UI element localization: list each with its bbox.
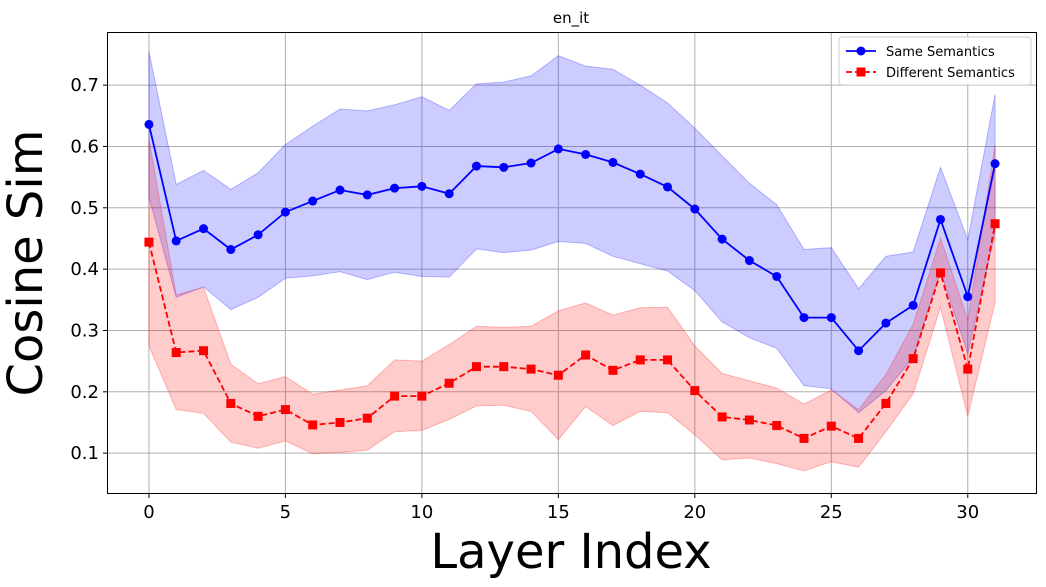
y-tick-label: 0.2 <box>70 382 99 403</box>
data-point-different-semantics <box>608 365 618 375</box>
data-point-different-semantics <box>335 417 345 427</box>
data-point-different-semantics <box>280 405 290 415</box>
data-point-different-semantics <box>717 412 727 422</box>
line-different-semantics <box>148 223 996 440</box>
data-point-different-semantics <box>690 386 700 396</box>
y-tick-label: 0.1 <box>70 443 99 464</box>
data-point-different-semantics <box>253 411 263 421</box>
data-point-different-semantics <box>526 364 536 374</box>
legend: Same Semantics Different Semantics <box>838 36 1032 86</box>
x-axis-title: Layer Index <box>430 524 711 580</box>
data-point-different-semantics <box>663 355 673 365</box>
data-point-same-semantics <box>253 230 263 240</box>
y-tick-label: 0.3 <box>70 320 99 341</box>
data-point-same-semantics <box>390 183 400 193</box>
legend-label-different-semantics: Different Semantics <box>886 66 1015 81</box>
data-point-same-semantics <box>526 158 536 168</box>
data-point-same-semantics <box>772 271 782 281</box>
data-point-same-semantics <box>908 300 918 310</box>
axis-ticks: 0 5 10 15 20 25 30 0.1 0.2 0.3 0.4 0.5 0.6 0.7 <box>70 75 979 523</box>
data-point-same-semantics <box>335 185 345 195</box>
data-point-same-semantics <box>226 245 236 255</box>
data-point-same-semantics <box>854 346 864 356</box>
y-tick-label: 0.5 <box>70 198 99 219</box>
data-point-different-semantics <box>308 420 318 430</box>
data-point-same-semantics <box>608 157 618 167</box>
data-point-different-semantics <box>144 237 154 247</box>
data-point-same-semantics <box>690 204 700 214</box>
data-point-different-semantics <box>362 413 372 423</box>
data-point-different-semantics <box>171 348 181 358</box>
data-point-different-semantics <box>826 421 836 431</box>
data-point-different-semantics <box>499 362 509 372</box>
data-point-same-semantics <box>171 236 181 246</box>
data-point-same-semantics <box>635 169 645 179</box>
data-point-same-semantics <box>308 196 318 206</box>
data-point-same-semantics <box>362 190 372 200</box>
data-point-different-semantics <box>390 391 400 401</box>
data-point-different-semantics <box>744 415 754 425</box>
band-different-semantics <box>148 139 996 472</box>
band-same-semantics <box>148 51 996 414</box>
y-tick-label: 0.7 <box>70 75 99 96</box>
legend-label-same-semantics: Same Semantics <box>886 45 995 60</box>
data-point-different-semantics <box>553 370 563 380</box>
data-point-different-semantics <box>226 398 236 408</box>
data-point-same-semantics <box>444 189 454 199</box>
x-tick-label: 10 <box>410 502 433 523</box>
line-same-semantics <box>148 124 996 353</box>
data-point-same-semantics <box>144 119 154 129</box>
data-point-different-semantics <box>908 354 918 364</box>
grid <box>108 33 1036 493</box>
data-point-different-semantics <box>881 398 891 408</box>
data-point-same-semantics <box>881 318 891 328</box>
series-lines <box>148 124 996 440</box>
legend-marker-different-semantics <box>856 67 866 77</box>
data-point-different-semantics <box>199 346 209 356</box>
x-tick-label: 25 <box>820 502 843 523</box>
data-point-different-semantics <box>417 391 427 401</box>
data-point-same-semantics <box>963 292 973 302</box>
data-point-same-semantics <box>417 181 427 191</box>
data-point-same-semantics <box>499 162 509 172</box>
x-tick-label: 15 <box>547 502 570 523</box>
data-point-different-semantics <box>963 364 973 374</box>
data-point-different-semantics <box>854 433 864 443</box>
data-point-different-semantics <box>772 421 782 431</box>
data-point-same-semantics <box>935 214 945 224</box>
data-point-different-semantics <box>471 362 481 372</box>
data-point-same-semantics <box>553 144 563 154</box>
data-point-same-semantics <box>744 256 754 266</box>
x-tick-label: 5 <box>280 502 291 523</box>
plot-frame <box>107 32 1037 494</box>
data-point-different-semantics <box>444 378 454 388</box>
confidence-bands <box>148 51 996 472</box>
data-point-same-semantics <box>717 234 727 244</box>
x-tick-label: 20 <box>683 502 706 523</box>
y-tick-label: 0.6 <box>70 136 99 157</box>
data-point-same-semantics <box>581 149 591 159</box>
chart-title: en_it <box>553 9 589 28</box>
legend-marker-same-semantics <box>856 46 866 56</box>
data-point-different-semantics <box>635 355 645 365</box>
data-point-same-semantics <box>799 313 809 323</box>
data-point-same-semantics <box>990 159 1000 169</box>
data-point-different-semantics <box>935 268 945 278</box>
data-point-same-semantics <box>471 161 481 171</box>
data-point-same-semantics <box>280 207 290 217</box>
x-tick-label: 0 <box>143 502 154 523</box>
data-point-same-semantics <box>199 224 209 234</box>
series-markers <box>144 119 1000 443</box>
x-tick-label: 30 <box>956 502 979 523</box>
data-point-same-semantics <box>663 182 673 192</box>
legend-box <box>838 36 1032 86</box>
data-point-different-semantics <box>581 350 591 360</box>
data-point-same-semantics <box>826 313 836 323</box>
data-point-different-semantics <box>990 219 1000 229</box>
y-axis-title: Cosine Sim <box>0 130 54 397</box>
data-point-different-semantics <box>799 433 809 443</box>
y-tick-label: 0.4 <box>70 259 99 280</box>
